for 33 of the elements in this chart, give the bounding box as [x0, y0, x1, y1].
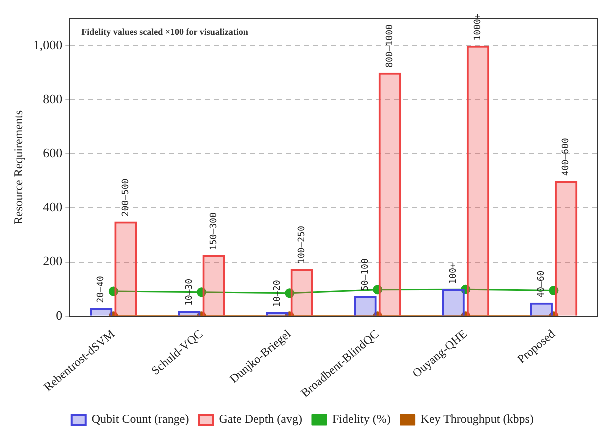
data-label: 20–40	[96, 276, 107, 304]
legend-label: Key Throughput (kbps)	[420, 412, 534, 426]
y-tick-label: 400	[43, 200, 63, 215]
bar	[290, 269, 314, 316]
y-tick-label: 600	[43, 146, 63, 160]
y-tick-label: 0	[56, 308, 63, 323]
legend-label: Fidelity (%)	[332, 412, 391, 426]
bar	[378, 72, 402, 316]
annotation: Fidelity values scaled ×100 for visualization	[82, 27, 248, 38]
data-label: 40–60	[536, 270, 547, 298]
y-tick-label: 200	[43, 254, 63, 269]
bar	[202, 256, 226, 316]
data-label: 10–20	[272, 280, 283, 308]
data-label: 400–600	[562, 138, 572, 176]
data-label: 800–1000	[386, 24, 396, 68]
bar	[114, 222, 138, 316]
legend-label: Qubit Count (range)	[92, 412, 190, 426]
legend-label: Gate Depth (avg)	[219, 412, 302, 426]
bar	[466, 46, 490, 316]
data-label: 100+	[448, 262, 459, 284]
data-label: 50–100	[360, 258, 371, 292]
bar	[442, 289, 465, 316]
bar	[530, 302, 553, 316]
data-label: 100–250	[297, 226, 308, 264]
y-tick-label: 1,000	[33, 37, 63, 52]
data-label: 1000+	[474, 13, 484, 41]
data-label: 10–30	[184, 278, 195, 306]
y-axis-title: Resource Requirements	[11, 110, 26, 225]
y-tick-label: 800	[43, 91, 63, 106]
data-label: 150–300	[209, 212, 220, 251]
bar	[554, 181, 578, 316]
bar	[354, 296, 377, 316]
data-label: 200–500	[121, 178, 132, 217]
